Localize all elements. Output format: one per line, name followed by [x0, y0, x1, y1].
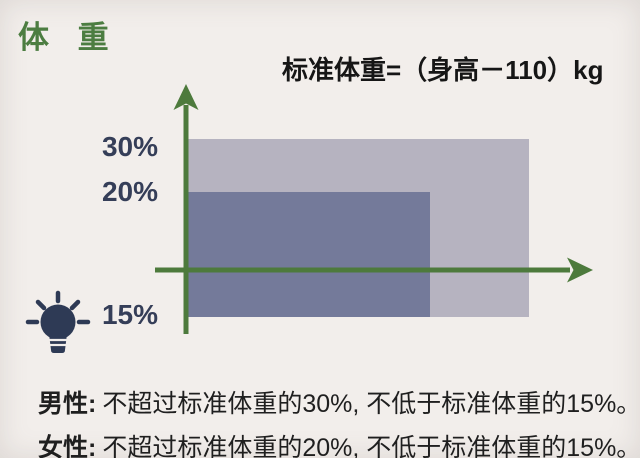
lightbulb-icon [25, 290, 91, 353]
note-female: 女性: 不超过标准体重的20%, 不低于标准体重的15%。 [38, 428, 640, 458]
x-axis-arrow-icon [567, 257, 593, 283]
x-axis-line [155, 267, 570, 273]
y-tick-15: 15% [101, 299, 159, 330]
page-title: 体 重 [18, 20, 119, 55]
y-axis-line [183, 105, 189, 334]
standard-weight-formula: 标准体重=（身高－110）kg [282, 55, 604, 85]
note-female-text: 不超过标准体重的20%, 不低于标准体重的15%。 [102, 434, 640, 458]
note-male-text: 不超过标准体重的30%, 不低于标准体重的15%。 [102, 390, 640, 418]
note-male: 男性: 不超过标准体重的30%, 不低于标准体重的15%。 [38, 384, 640, 420]
female-range-band [188, 192, 430, 317]
note-female-label: 女性: [38, 434, 97, 458]
y-tick-30: 30% [101, 131, 159, 162]
y-tick-20: 20% [101, 176, 159, 207]
axes [155, 84, 593, 334]
y-axis-arrow-icon [173, 84, 199, 110]
note-male-label: 男性: [38, 390, 97, 418]
